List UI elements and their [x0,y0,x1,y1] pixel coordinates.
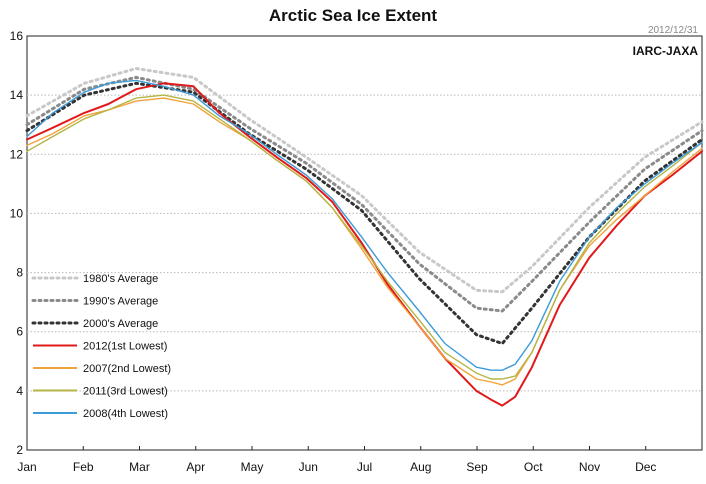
legend-label: 2011(3rd Lowest) [83,386,168,398]
legend-label: 2000's Average [83,318,158,330]
series-line [26,94,703,380]
series-line [26,82,703,407]
x-tick-label: Aug [410,460,431,474]
series-line [25,81,704,345]
source-label: IARC-JAXA [633,44,699,58]
x-tick-label: Mar [129,460,150,474]
y-tick-label: 12 [10,147,24,161]
chart-title: Arctic Sea Ice Extent [268,6,438,25]
y-tick-label: 4 [16,384,23,398]
y-tick-label: 10 [10,206,24,220]
legend-label: 1990's Average [83,296,158,308]
y-tick-label: 2 [16,443,23,457]
legend-label: 2007(2nd Lowest) [83,363,171,375]
y-tick-label: 6 [16,325,23,339]
x-tick-label: Jun [299,460,318,474]
y-tick-label: 14 [10,88,24,102]
x-tick-label: Sep [466,460,488,474]
x-tick-label: Jul [357,460,372,474]
x-tick-label: Jan [17,460,36,474]
x-tick-label: Dec [635,460,656,474]
x-tick-label: Apr [186,460,205,474]
x-tick-label: Feb [73,460,94,474]
series-line [26,97,703,386]
series-line [26,79,703,371]
x-tick-label: Nov [579,460,600,474]
x-tick-label: May [241,460,264,474]
y-tick-label: 16 [10,29,24,43]
series-line [25,67,704,294]
legend-label: 2008(4th Lowest) [83,408,168,420]
series-line [25,75,704,313]
legend-label: 1980's Average [83,273,158,285]
x-tick-label: Oct [524,460,543,474]
legend-label: 2012(1st Lowest) [83,341,167,353]
y-tick-label: 8 [16,266,23,280]
date-stamp: 2012/12/31 [647,25,698,36]
